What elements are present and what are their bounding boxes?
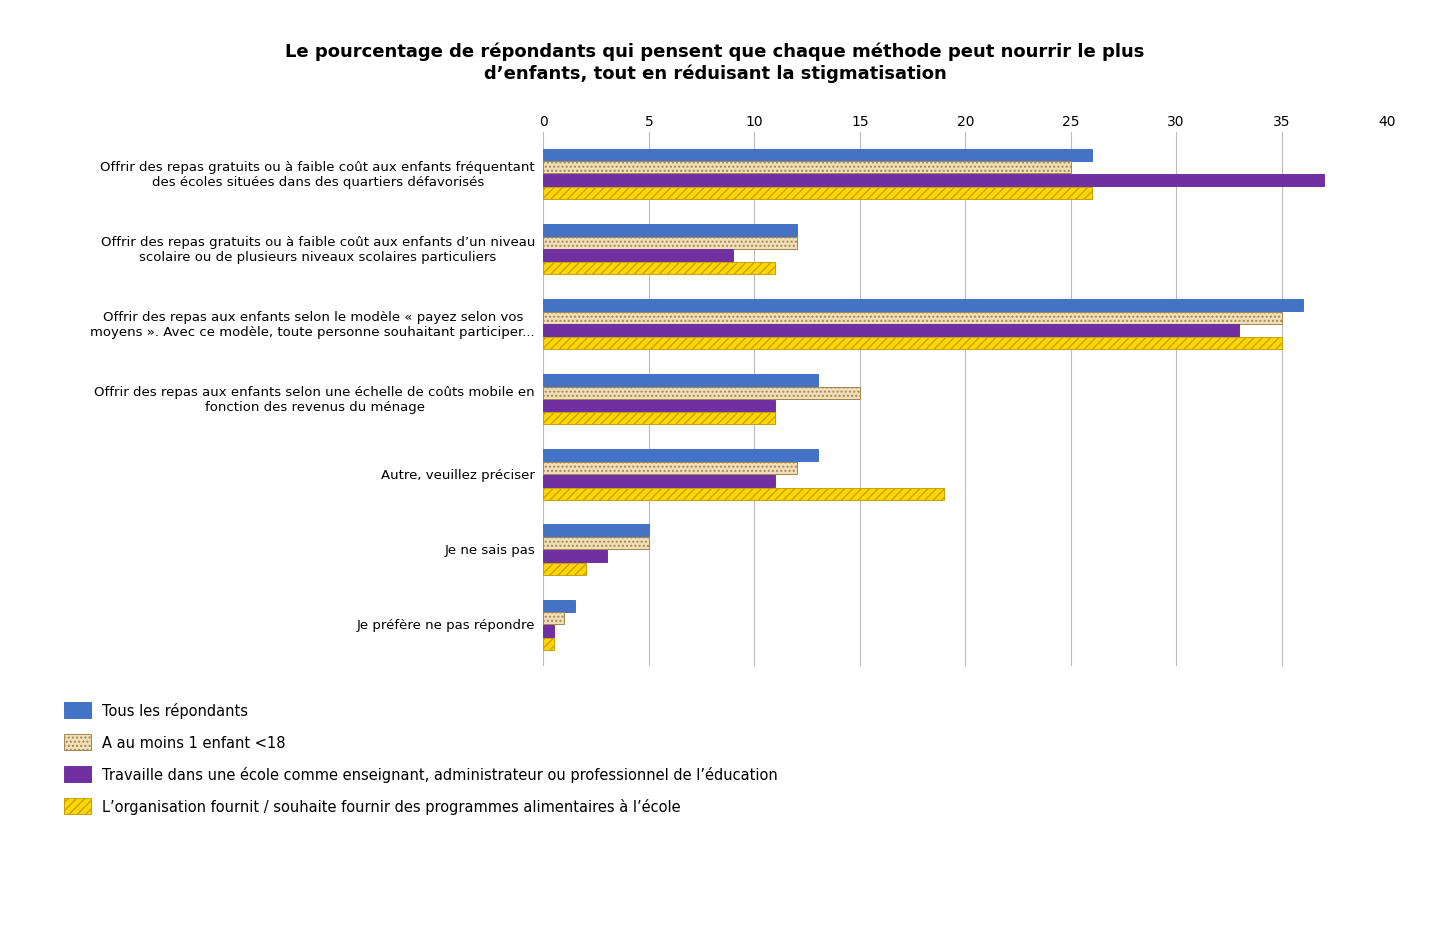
Bar <box>543 625 553 638</box>
Bar <box>543 600 575 612</box>
Bar <box>543 638 553 650</box>
Bar <box>543 400 775 412</box>
Bar <box>543 550 606 563</box>
Bar <box>543 237 797 249</box>
Bar <box>543 312 1281 325</box>
Bar <box>543 149 1091 162</box>
Bar <box>543 449 818 462</box>
Bar <box>543 326 1240 337</box>
Bar <box>543 175 1324 187</box>
Bar <box>543 338 1281 350</box>
Bar <box>543 225 797 236</box>
Bar <box>543 263 775 275</box>
Bar <box>543 613 565 625</box>
Bar <box>543 387 859 400</box>
Bar <box>543 250 734 262</box>
Bar <box>543 564 586 575</box>
Bar <box>543 162 1071 174</box>
Bar <box>543 413 775 425</box>
Bar <box>543 463 797 474</box>
Text: Le pourcentage de répondants qui pensent que chaque méthode peut nourrir le plus: Le pourcentage de répondants qui pensent… <box>286 43 1144 83</box>
Bar <box>543 375 818 387</box>
Legend: Tous les répondants, A au moins 1 enfant <18, Travaille dans une école comme ens: Tous les répondants, A au moins 1 enfant… <box>64 703 778 814</box>
Bar <box>543 300 1303 311</box>
Bar <box>543 475 775 487</box>
Bar <box>543 525 649 537</box>
Bar <box>543 188 1091 200</box>
Bar <box>543 488 944 500</box>
Bar <box>543 538 649 549</box>
